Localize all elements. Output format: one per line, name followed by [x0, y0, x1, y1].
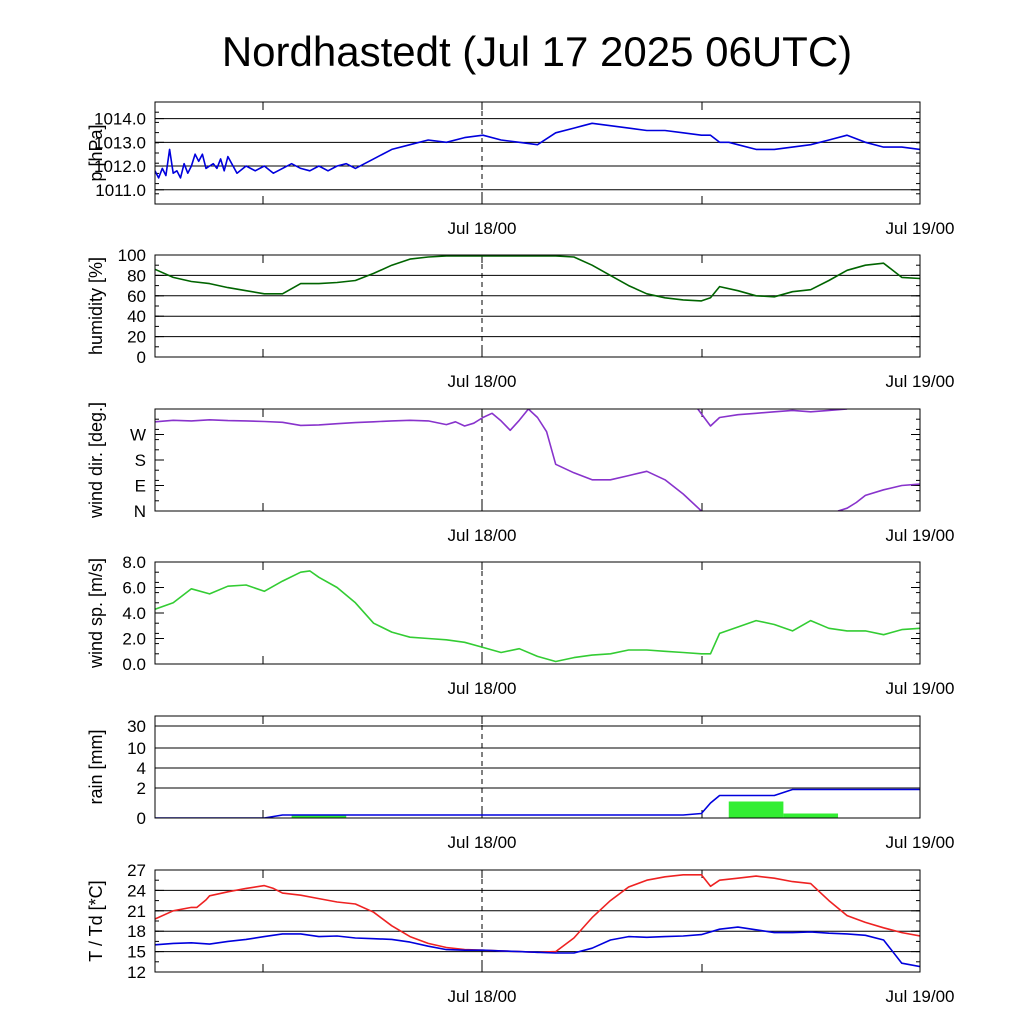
panel-frame — [154, 869, 921, 973]
y-tick-label: 21 — [127, 902, 146, 921]
y-tick-label: 15 — [127, 943, 146, 962]
y-tick-label: 0 — [137, 348, 146, 367]
x-tick-label: Jul 19/00 — [886, 526, 955, 545]
x-tick-label: Jul 18/00 — [448, 833, 517, 852]
y-axis-label: wind sp. [m/s] — [86, 558, 106, 669]
y-axis-label: T / Td [*C] — [86, 880, 106, 961]
x-tick-label: Jul 18/00 — [448, 372, 517, 391]
x-tick-label: Jul 19/00 — [886, 987, 955, 1006]
y-axis-label: humidity [%] — [86, 257, 106, 355]
y-tick-label: 18 — [127, 922, 146, 941]
series-line-0 — [837, 483, 920, 511]
y-tick-label: S — [135, 451, 146, 470]
y-tick-label: 6.0 — [122, 579, 146, 598]
y-axis-label: p [hPa] — [86, 124, 106, 181]
series-line-0 — [155, 122, 920, 179]
y-tick-label: 0 — [137, 809, 146, 828]
rain-bar — [783, 813, 839, 818]
y-tick-label: 20 — [127, 328, 146, 347]
series-line-0 — [155, 873, 920, 954]
panel-frame — [154, 561, 921, 665]
y-tick-label: 12 — [127, 963, 146, 982]
panel-3: 0.0 2.0 4.0 6.0 8.0 Jul 18/00 Jul 19/00 wind sp… — [86, 553, 955, 698]
y-tick-label: 27 — [127, 861, 146, 880]
y-tick-label: 2.0 — [122, 630, 146, 649]
x-tick-label: Jul 19/00 — [886, 219, 955, 238]
series-line-0 — [697, 409, 848, 427]
x-tick-label: Jul 19/00 — [886, 833, 955, 852]
y-tick-label: 4 — [137, 759, 146, 778]
y-tick-label: 2 — [137, 779, 146, 798]
series-line-1 — [155, 926, 920, 968]
y-tick-label: W — [130, 426, 146, 445]
panels: 1011.0 1012.0 1013.0 1014.0 Jul 18/00 Jul 19/… — [86, 101, 955, 1006]
y-tick-label: 1012.0 — [94, 157, 146, 176]
y-tick-label: 8.0 — [122, 553, 146, 572]
y-axis-label: wind dir. [deg.] — [86, 402, 106, 519]
panel-frame — [154, 101, 921, 205]
rain-bar — [291, 815, 347, 818]
y-tick-label: 1014.0 — [94, 110, 146, 129]
y-tick-label: 10 — [127, 739, 146, 758]
series-line-0 — [155, 255, 920, 302]
y-tick-label: 1011.0 — [95, 181, 146, 200]
y-axis-label: rain [mm] — [86, 729, 106, 804]
x-tick-label: Jul 19/00 — [886, 372, 955, 391]
y-tick-label: 100 — [118, 246, 146, 265]
panel-0: 1011.0 1012.0 1013.0 1014.0 Jul 18/00 Jul 19/… — [86, 101, 955, 238]
panel-frame — [154, 715, 921, 819]
x-tick-label: Jul 18/00 — [448, 219, 517, 238]
series-line-0 — [527, 409, 702, 511]
y-tick-label: 40 — [127, 307, 146, 326]
chart-title: Nordhastedt (Jul 17 2025 06UTC) — [222, 28, 852, 75]
series-line-0 — [155, 570, 920, 663]
series-line-0 — [155, 409, 530, 432]
y-tick-label: 80 — [127, 266, 146, 285]
y-tick-label: 24 — [127, 881, 146, 900]
y-tick-label: 1013.0 — [94, 133, 146, 152]
x-tick-label: Jul 18/00 — [448, 987, 517, 1006]
y-tick-label: 0.0 — [122, 655, 146, 674]
rain-bar — [728, 801, 784, 818]
x-tick-label: Jul 19/00 — [886, 679, 955, 698]
y-tick-label: 4.0 — [122, 604, 146, 623]
y-tick-label: N — [134, 502, 146, 521]
panel-frame — [154, 254, 921, 358]
y-tick-label: 60 — [127, 287, 146, 306]
series-line-0 — [155, 788, 920, 818]
x-tick-label: Jul 18/00 — [448, 679, 517, 698]
y-tick-label: 30 — [127, 717, 146, 736]
x-tick-label: Jul 18/00 — [448, 526, 517, 545]
panel-frame — [154, 408, 921, 512]
y-tick-label: E — [135, 477, 146, 496]
